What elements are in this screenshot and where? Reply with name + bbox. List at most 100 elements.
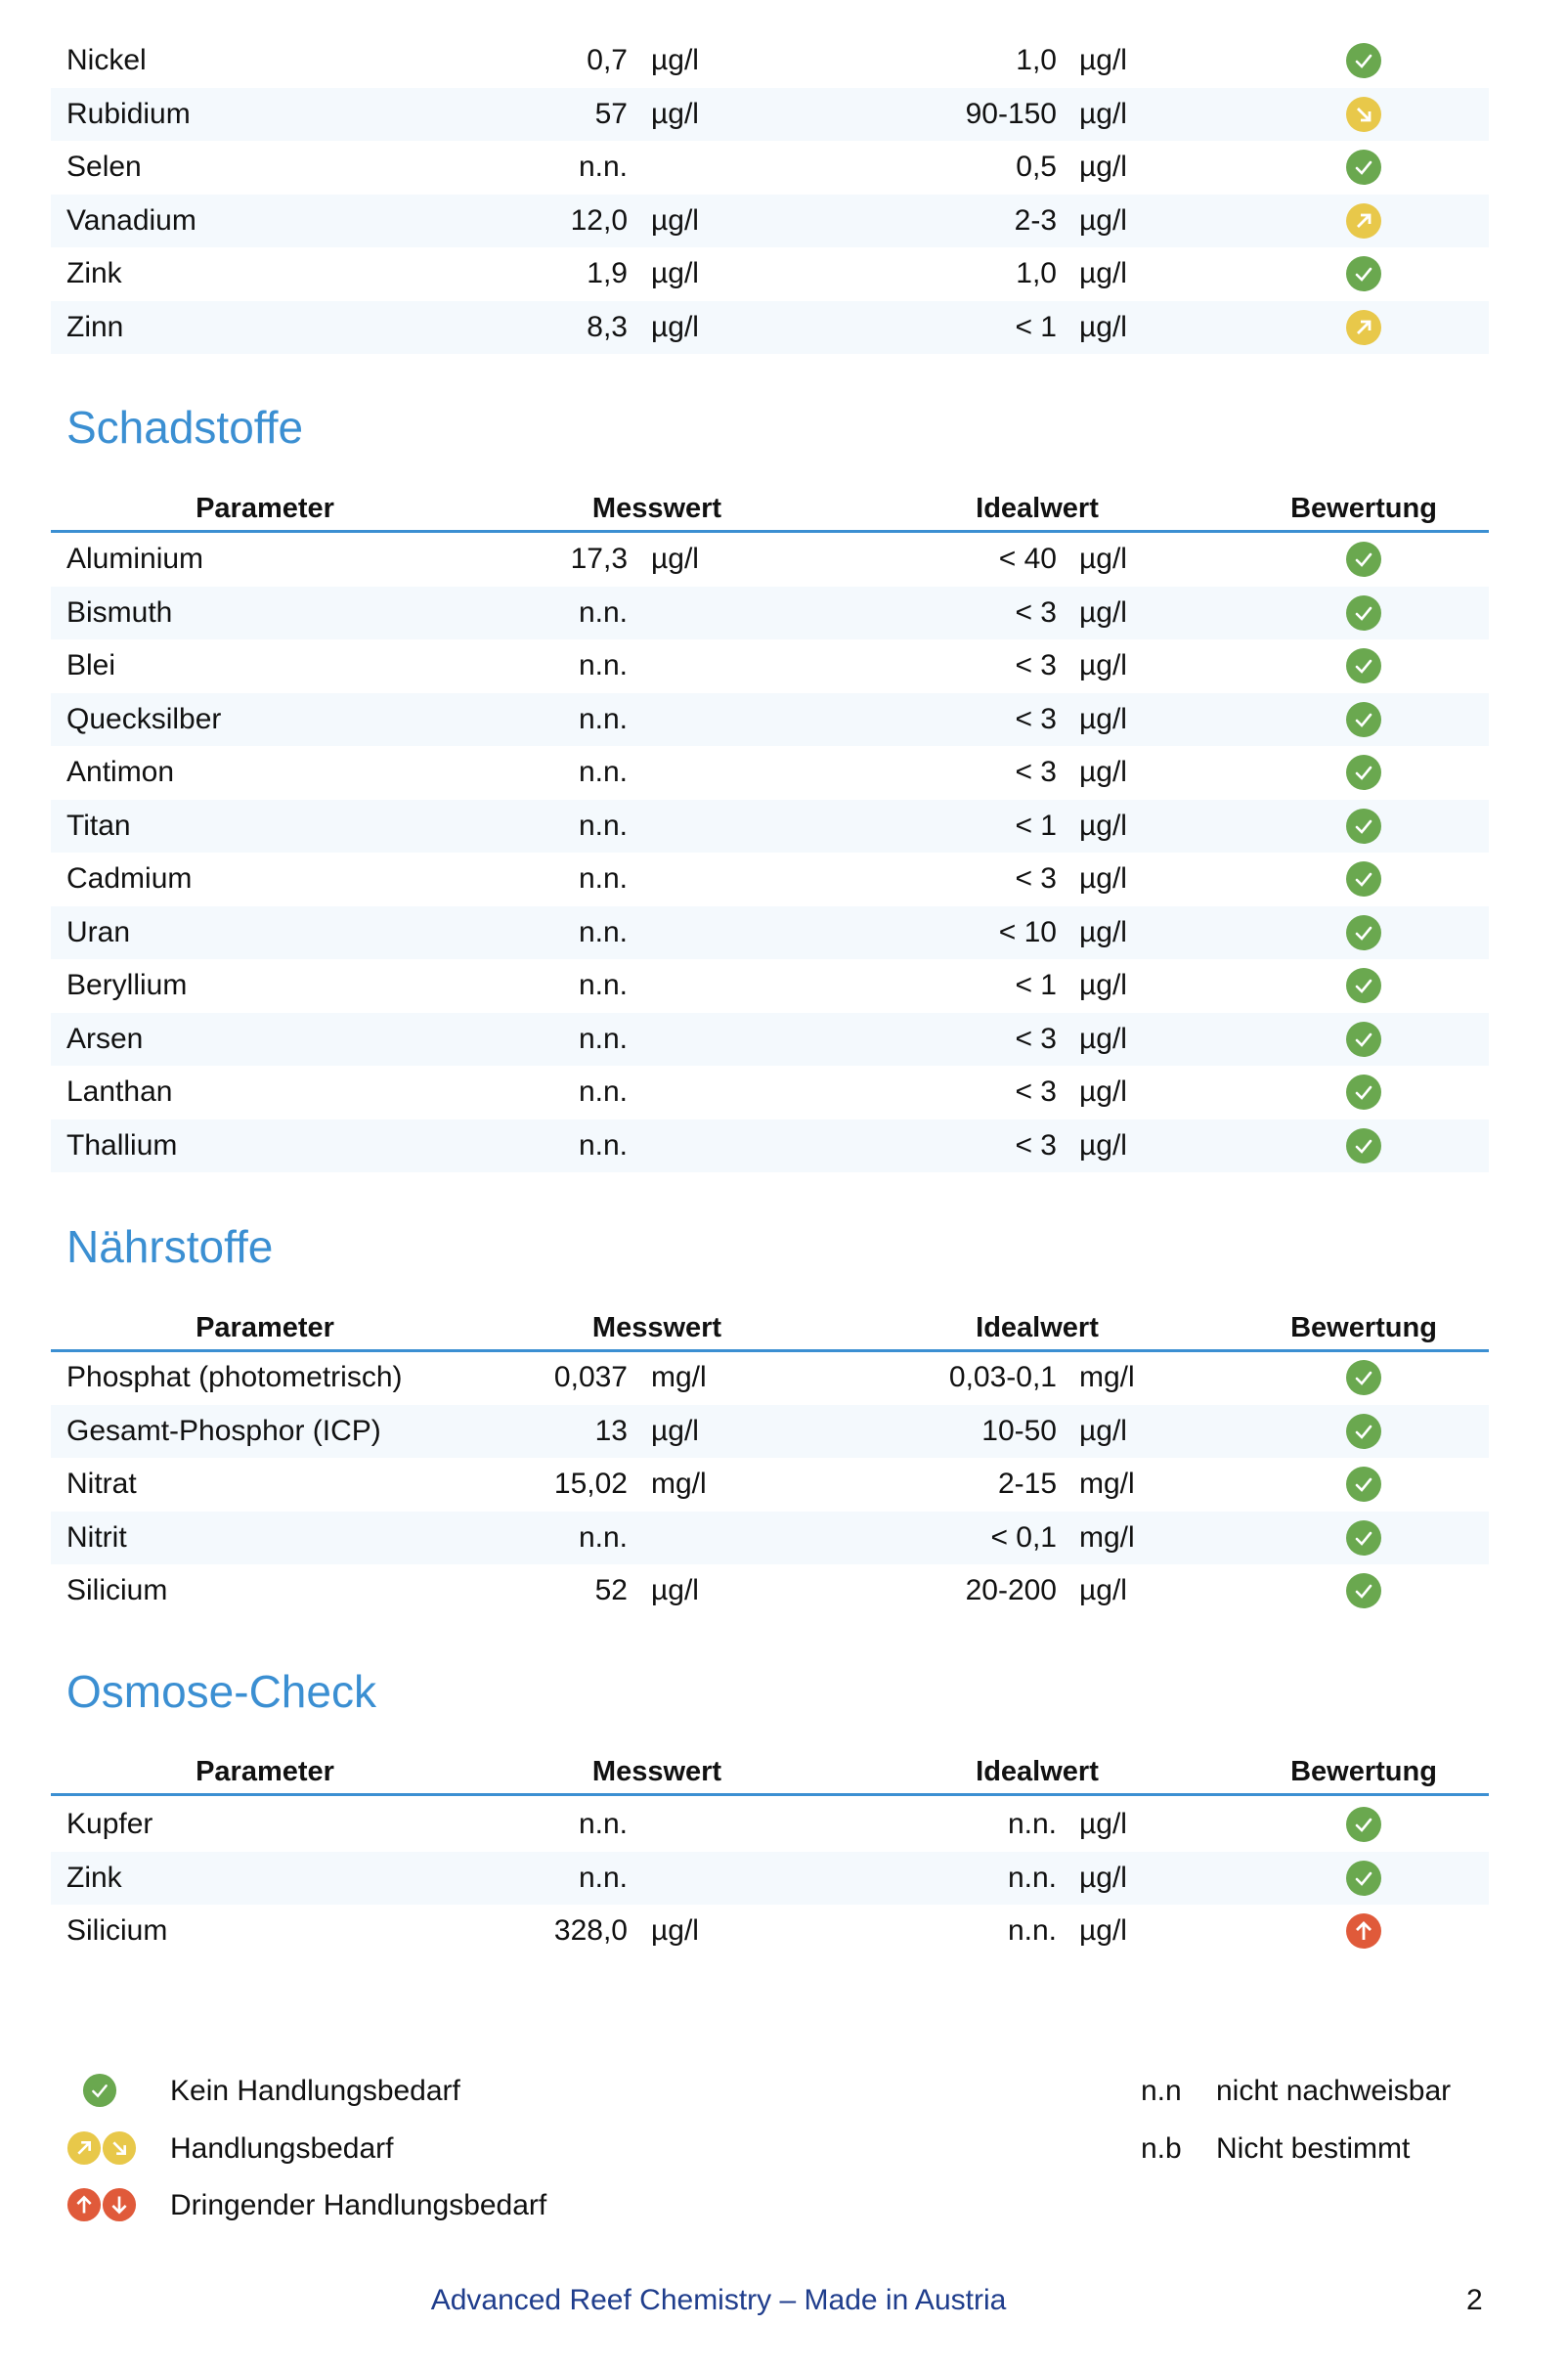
arrow-up-right-icon <box>1346 309 1381 345</box>
measured-value: n.n. <box>578 809 628 842</box>
check-circle-icon <box>1346 861 1381 897</box>
table-row: Cadmium n.n. < 3 µg/l <box>51 853 1489 905</box>
measured-unit: µg/l <box>651 1574 699 1606</box>
measured-value: n.n. <box>578 1861 628 1894</box>
parameter-name: Kupfer <box>66 1808 153 1840</box>
rating-icon <box>1345 1572 1382 1609</box>
rating-icon <box>1345 1466 1382 1503</box>
arrow-down-icon <box>102 2188 137 2222</box>
ideal-unit: µg/l <box>1079 1128 1127 1162</box>
measured-unit: mg/l <box>651 1361 707 1393</box>
ideal-value: < 10 <box>998 915 1057 948</box>
ideal-value: n.n. <box>1007 1861 1057 1894</box>
table-header: Parameter Messwert Idealwert Bewertung <box>51 491 1489 533</box>
parameter-name: Zink <box>66 257 122 289</box>
ideal-unit: µg/l <box>1079 257 1127 289</box>
parameter-name: Arsen <box>66 1022 144 1055</box>
section-title: Nährstoffe <box>66 1221 274 1272</box>
measured-value: 12,0 <box>570 203 628 237</box>
check-circle-icon <box>1346 1413 1381 1449</box>
rating-icon <box>1345 1860 1382 1897</box>
ideal-value: 2-15 <box>997 1468 1057 1500</box>
legend-alert <box>66 2187 137 2222</box>
rating-icon <box>1345 1359 1382 1396</box>
table-row: Nickel 0,7 µg/l 1,0 µg/l <box>51 34 1489 87</box>
table-row: Antimon n.n. < 3 µg/l <box>51 746 1489 799</box>
check-circle-icon <box>1346 542 1381 577</box>
ideal-value: 0,03-0,1 <box>948 1361 1057 1393</box>
legend-alert-label: Dringender Handlungsbedarf <box>170 2189 547 2221</box>
parameter-name: Quecksilber <box>66 702 222 735</box>
ideal-unit: µg/l <box>1079 809 1127 842</box>
measured-value: n.n. <box>578 1022 628 1055</box>
ideal-unit: µg/l <box>1079 862 1127 895</box>
ideal-value: < 1 <box>1015 809 1057 842</box>
measured-unit: µg/l <box>651 97 699 130</box>
ideal-unit: µg/l <box>1079 1574 1127 1606</box>
col-idealwert: Idealwert <box>976 493 1099 524</box>
check-circle-icon <box>1346 1075 1381 1110</box>
ideal-value: 2-3 <box>1014 203 1057 237</box>
measured-value: n.n. <box>578 151 628 183</box>
rating-icon <box>1345 96 1382 133</box>
check-circle-icon <box>1346 648 1381 683</box>
parameter-name: Silicium <box>66 1914 168 1947</box>
col-bewertung: Bewertung <box>1290 1312 1437 1343</box>
parameter-name: Bismuth <box>66 595 173 629</box>
rating-icon <box>1345 1074 1382 1111</box>
parameter-name: Lanthan <box>66 1075 173 1108</box>
measured-value: 8,3 <box>587 310 628 343</box>
table-row: Uran n.n. < 10 µg/l <box>51 905 1489 959</box>
legend-warn-label: Handlungsbedarf <box>170 2132 394 2165</box>
arrow-up-icon <box>1346 1913 1381 1949</box>
rating-icon <box>1345 594 1382 632</box>
measured-value: n.n. <box>578 1808 628 1840</box>
measured-unit: µg/l <box>651 203 699 237</box>
table-row: Rubidium 57 µg/l 90-150 µg/l <box>51 87 1489 141</box>
check-circle-icon <box>1346 808 1381 844</box>
measured-value: n.n. <box>578 862 628 895</box>
measured-value: n.n. <box>578 1075 628 1108</box>
ideal-value: < 3 <box>1015 649 1057 681</box>
rating-icon <box>1345 860 1382 898</box>
measured-unit: µg/l <box>651 44 699 76</box>
legend-ok <box>82 2073 117 2108</box>
col-bewertung: Bewertung <box>1290 1756 1437 1787</box>
measured-value: n.n. <box>578 702 628 735</box>
check-circle-icon <box>1346 43 1381 78</box>
parameter-name: Thallium <box>66 1128 178 1162</box>
measured-value: 17,3 <box>570 543 628 575</box>
measured-value: 52 <box>594 1574 628 1606</box>
measured-value: 15,02 <box>553 1468 628 1500</box>
ideal-value: < 3 <box>1015 595 1057 629</box>
ideal-value: 1,0 <box>1016 44 1057 76</box>
table-row: Phosphat (photometrisch) 0,037 mg/l 0,03-0,… <box>51 1351 1489 1404</box>
legend-nb-abbr: n.b <box>1141 2132 1182 2165</box>
col-messwert: Messwert <box>591 1756 722 1787</box>
check-circle-icon <box>1346 914 1381 950</box>
parameter-name: Zink <box>66 1861 122 1894</box>
table-row: Zink n.n. n.n. µg/l <box>51 1851 1489 1905</box>
table-row: Nitrat 15,02 mg/l 2-15 mg/l <box>51 1458 1489 1511</box>
rating-icon <box>1345 149 1382 186</box>
parameter-name: Cadmium <box>66 862 193 895</box>
parameter-name: Phosphat (photometrisch) <box>66 1361 403 1393</box>
measured-value: 57 <box>594 97 628 130</box>
rating-icon <box>1345 701 1382 738</box>
measured-unit: µg/l <box>651 310 699 343</box>
parameter-name: Titan <box>66 809 131 842</box>
parameter-name: Vanadium <box>66 203 196 237</box>
legend-warn <box>66 2130 137 2166</box>
ideal-unit: µg/l <box>1079 1861 1127 1894</box>
table-header: Parameter Messwert Idealwert Bewertung <box>51 1754 1489 1796</box>
ideal-value: 20-200 <box>965 1574 1057 1606</box>
legend-ok-label: Kein Handlungsbedarf <box>170 2075 460 2107</box>
measured-value: 0,037 <box>553 1361 628 1393</box>
footer-text: Advanced Reef Chemistry – Made in Austri… <box>430 2284 1007 2316</box>
ideal-unit: µg/l <box>1079 1914 1127 1947</box>
parameter-name: Uran <box>66 915 131 948</box>
measured-unit: µg/l <box>651 543 699 575</box>
table-row: Quecksilber n.n. < 3 µg/l <box>51 692 1489 746</box>
arrow-up-icon <box>66 2188 102 2222</box>
check-circle-icon <box>1346 1467 1381 1502</box>
